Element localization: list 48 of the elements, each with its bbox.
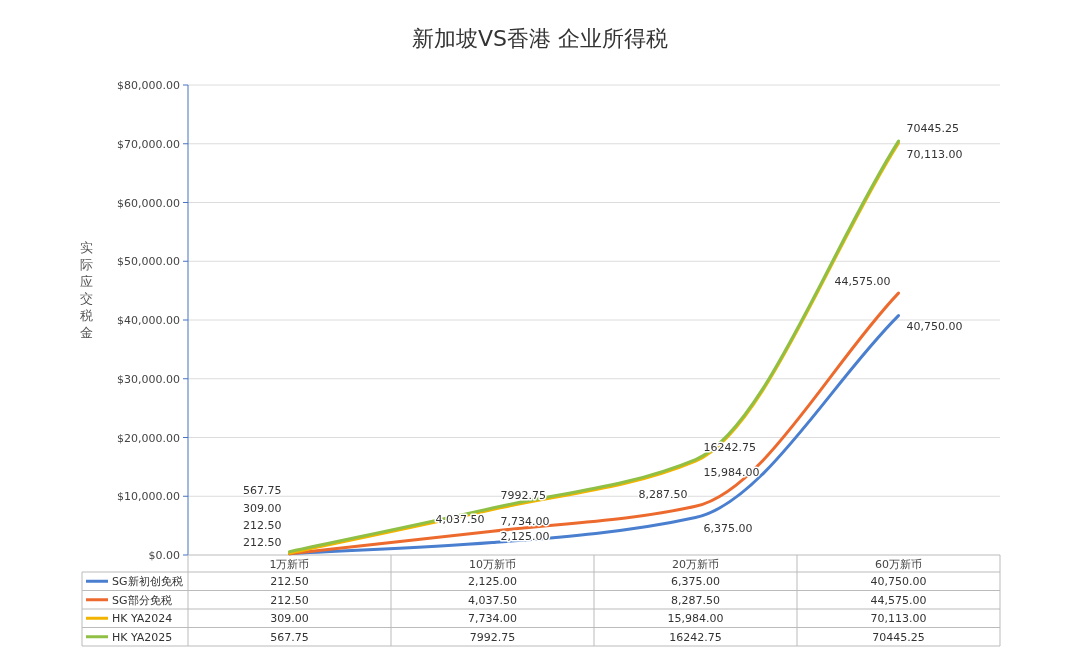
data-label: 7,734.00 xyxy=(468,612,517,625)
legend-label: HK YA2025 xyxy=(112,630,173,644)
legend-label: SG新初创免税 xyxy=(112,575,183,588)
x-tick-label: 10万新币 xyxy=(469,558,516,571)
data-label: 567.75 xyxy=(270,630,309,644)
y-tick-label: $80,000.00 xyxy=(117,79,180,92)
data-label: 44,575.00 xyxy=(870,593,927,607)
data-label: 2,125.00 xyxy=(468,575,517,588)
data-label: 212.50 xyxy=(270,575,309,588)
text: 6,375.00 xyxy=(703,521,753,535)
text: 7,734.00 xyxy=(500,514,550,528)
legend-label: HK YA2024 xyxy=(112,612,173,625)
data-label: 16242.75 xyxy=(669,630,722,644)
text: 44,575.00 xyxy=(834,275,891,289)
text: 567.75 xyxy=(243,484,282,498)
legend-label: SG部分免税 xyxy=(112,593,172,607)
y-tick-label: $50,000.00 xyxy=(117,255,180,269)
text: 212.50 xyxy=(243,535,282,549)
data-label: 15,984.00 xyxy=(667,612,724,625)
text: 70,113.00 xyxy=(906,148,963,162)
y-axis-title: 实际应交税金 xyxy=(79,240,93,340)
y-tick-label: $30,000.00 xyxy=(117,372,180,386)
data-label: 4,037.50 xyxy=(468,593,517,607)
data-label: 70445.25 xyxy=(872,630,925,644)
data-label: 212.50 xyxy=(270,593,309,607)
data-label: 309.00 xyxy=(270,612,309,625)
y-tick-label: $20,000.00 xyxy=(117,431,180,445)
text: 212.50 xyxy=(243,519,282,533)
data-label: 40,750.00 xyxy=(870,575,927,588)
text: 7992.75 xyxy=(500,489,546,503)
text: 8,287.50 xyxy=(638,488,688,502)
x-tick-label: 60万新币 xyxy=(875,558,922,571)
data-label: 7992.75 xyxy=(469,630,516,644)
text: 2,125.00 xyxy=(500,529,550,543)
y-tick-label: $10,000.00 xyxy=(117,490,180,504)
data-label: 70,113.00 xyxy=(870,612,927,625)
x-tick-label: 1万新币 xyxy=(269,558,310,571)
chart-title: 新加坡VS香港 企业所得税 xyxy=(411,26,669,51)
data-label: 6,375.00 xyxy=(671,575,720,588)
y-tick-label: $70,000.00 xyxy=(117,137,180,151)
y-tick-label: $60,000.00 xyxy=(117,196,180,210)
text: 70445.25 xyxy=(906,122,959,136)
text: 40,750.00 xyxy=(906,319,963,333)
y-tick-label: $0.00 xyxy=(148,549,180,562)
text: 309.00 xyxy=(243,502,282,516)
x-tick-label: 20万新币 xyxy=(672,558,719,571)
data-label: 8,287.50 xyxy=(671,593,720,607)
y-tick-label: $40,000.00 xyxy=(117,314,180,327)
